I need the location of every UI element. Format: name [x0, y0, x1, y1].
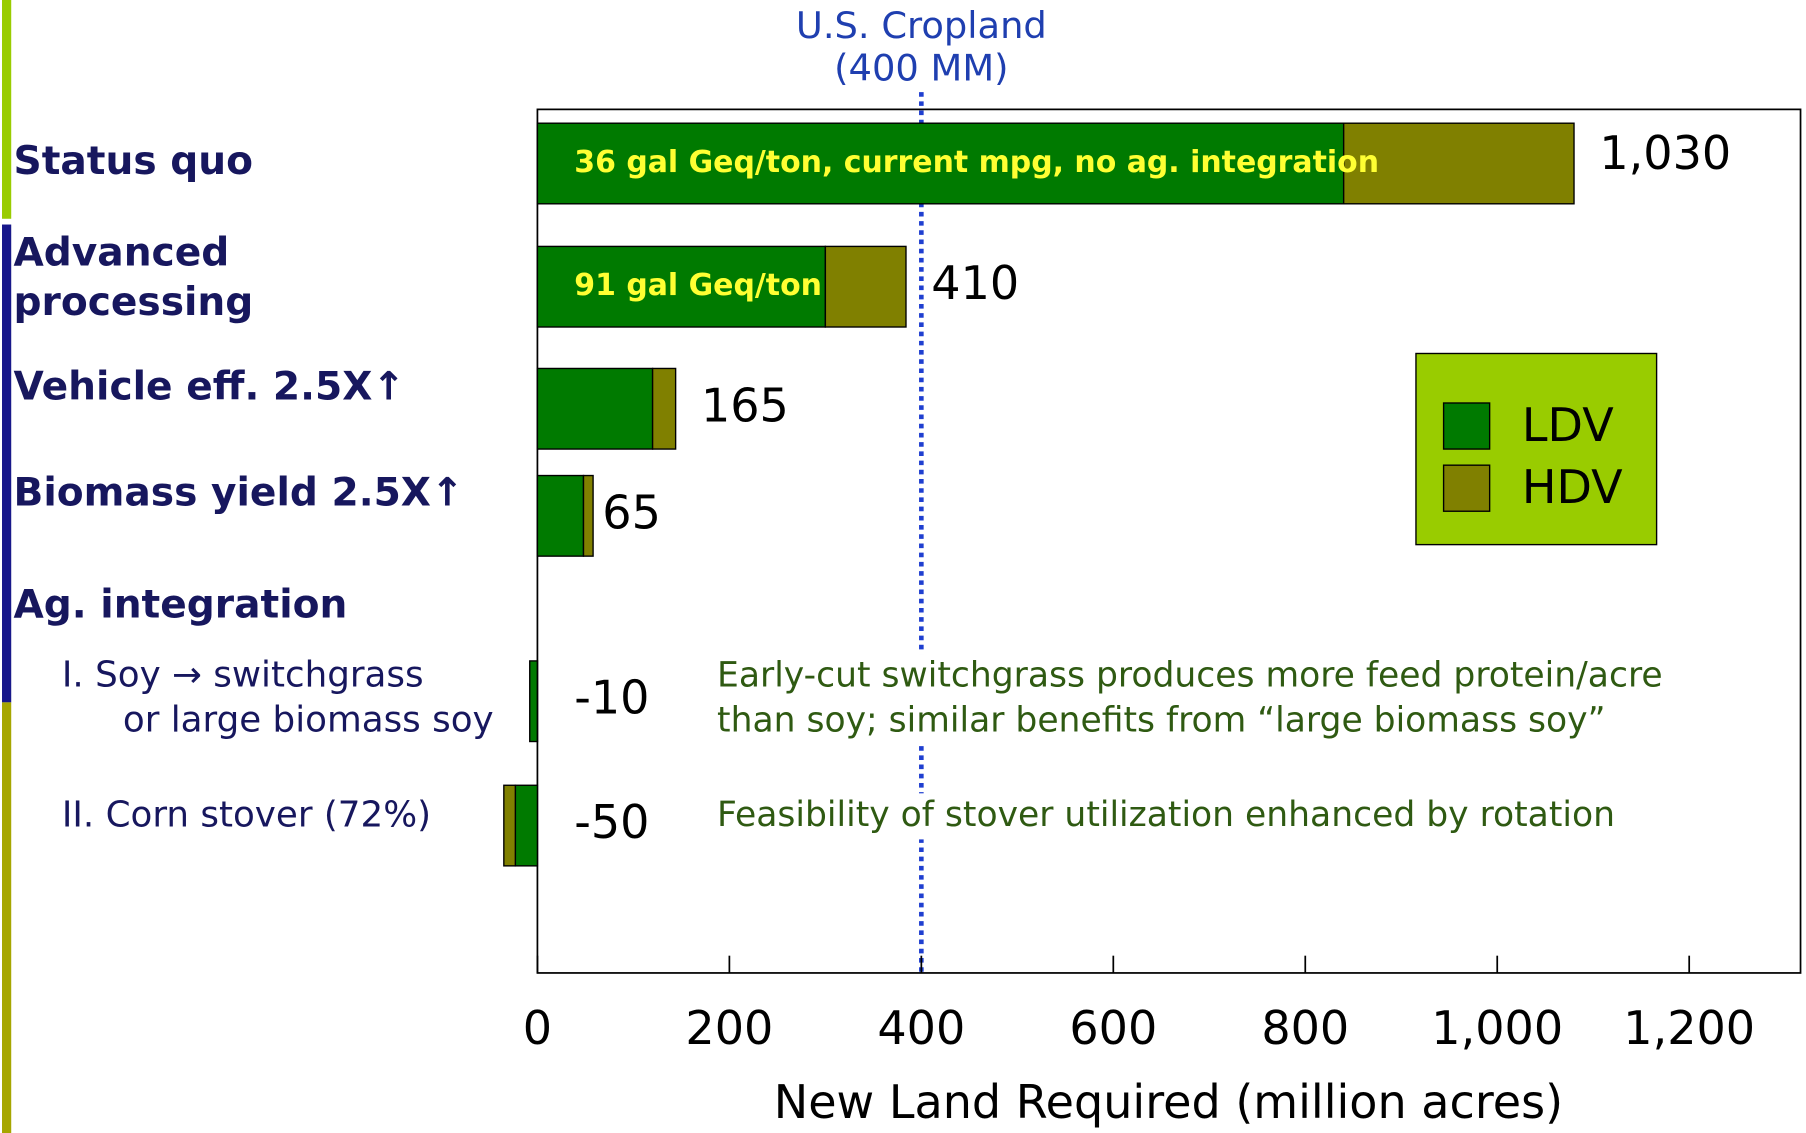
- note: Feasibility of stover utilization enhanc…: [717, 795, 1615, 835]
- total-label: 1,030: [1599, 126, 1731, 180]
- x-tick-label: 400: [877, 1001, 965, 1055]
- bar-segment: [1342, 122, 1575, 205]
- note-background: [704, 654, 1764, 701]
- bar-segment: [536, 474, 585, 557]
- note: than soy; similar benefits from “large b…: [717, 700, 1605, 740]
- x-tick-label: 0: [523, 1001, 552, 1055]
- total-label: -50: [574, 795, 649, 849]
- bar-segment: [536, 367, 654, 450]
- bar-segment: [529, 660, 539, 743]
- bar-segment: [582, 474, 594, 557]
- legend-label: HDV: [1522, 460, 1623, 514]
- stripe: [2, 0, 12, 219]
- bar-label: 36 gal Geq/ton, current mpg, no ag. inte…: [574, 145, 1379, 180]
- bar-label: 91 gal Geq/ton: [574, 268, 822, 303]
- bar-segment: [503, 784, 517, 867]
- x-axis-label: New Land Required (million acres): [774, 1075, 1563, 1129]
- category-label: Advanced: [14, 231, 230, 276]
- bar-segment: [536, 245, 827, 328]
- total-label: -10: [574, 671, 649, 725]
- stripe: [2, 702, 12, 1133]
- total-label: 165: [701, 378, 789, 432]
- category-label: Biomass yield 2.5X↑: [14, 471, 464, 516]
- note: Early-cut switchgrass produces more feed…: [717, 656, 1663, 696]
- category-label: Ag. integration: [14, 582, 348, 627]
- category-label: processing: [14, 280, 254, 325]
- reference-label: U.S. Cropland: [796, 4, 1047, 47]
- reference-sublabel: (400 MM): [834, 47, 1008, 90]
- x-tick-label: 200: [685, 1001, 773, 1055]
- stripe: [2, 224, 12, 703]
- bar-segment: [651, 367, 677, 450]
- legend-swatch: [1442, 402, 1491, 450]
- category-label: I. Soy → switchgrass: [62, 654, 424, 695]
- category-label: Status quo: [14, 139, 254, 184]
- total-label: 65: [602, 485, 661, 539]
- x-tick-label: 800: [1261, 1001, 1349, 1055]
- category-label: II. Corn stover (72%): [62, 794, 431, 835]
- total-label: 410: [931, 256, 1019, 310]
- legend-label: LDV: [1522, 398, 1614, 452]
- x-tick-label: 1,000: [1431, 1001, 1563, 1055]
- note-background: [704, 793, 1764, 840]
- category-label: Vehicle eff. 2.5X↑: [14, 365, 406, 410]
- bar-segment: [514, 784, 539, 867]
- bar-segment: [536, 122, 1345, 205]
- category-label: or large biomass soy: [123, 699, 494, 740]
- legend-swatch: [1442, 464, 1491, 512]
- bar-segment: [824, 245, 907, 328]
- note-background: [704, 698, 1764, 745]
- x-tick-label: 600: [1069, 1001, 1157, 1055]
- x-tick-label: 1,200: [1623, 1001, 1755, 1055]
